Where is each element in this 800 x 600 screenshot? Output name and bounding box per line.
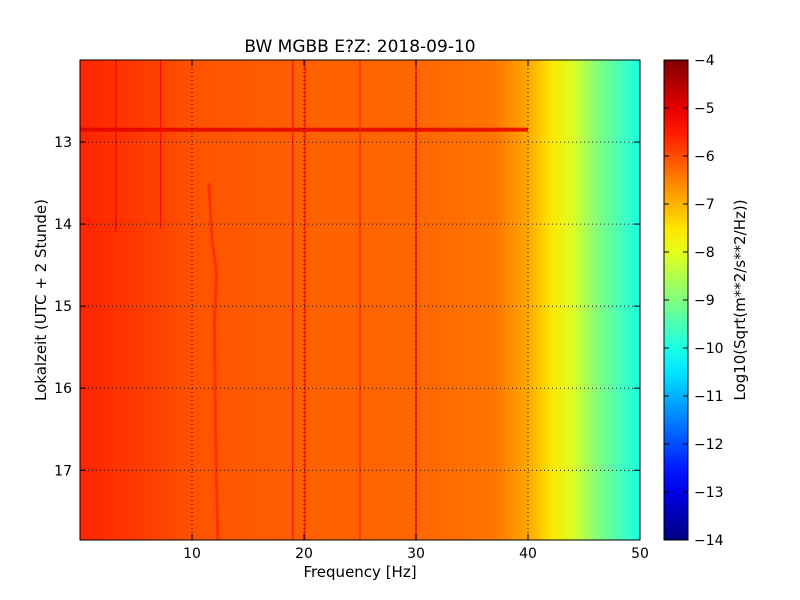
y-tick-label-0: 13 [54, 135, 72, 151]
y-tick-label-3: 16 [54, 381, 72, 397]
colorbar-tick-label-10: −14 [694, 533, 724, 549]
colorbar-tick-label-5: −9 [694, 293, 715, 309]
colorbar-tick-label-8: −12 [694, 437, 724, 453]
y-tick-label-4: 17 [54, 463, 72, 479]
colorbar-tick-label-4: −8 [694, 245, 715, 261]
colorbar-tick-label-7: −11 [694, 389, 724, 405]
plot-frame [79, 59, 641, 541]
x-tick-label-3: 40 [519, 546, 537, 562]
colorbar-tick-label-2: −6 [694, 149, 715, 165]
y-tick-label-2: 15 [54, 299, 72, 315]
drifting-line-7 [207, 183, 220, 540]
colorbar-tick-label-6: −10 [694, 341, 724, 357]
colorbar-tick-label-3: −7 [694, 197, 715, 213]
chart-title: BW MGBB E?Z: 2018-09-10 [244, 37, 475, 57]
y-axis-ticks: 13 14 15 16 17 [54, 135, 640, 479]
plot-area [80, 60, 640, 540]
colorbar-ticks: −4 −5 −6 −7 −8 −9 −10 −11 −12 −13 −14 [664, 53, 724, 549]
y-axis-label: Lokalzeit (UTC + 2 Stunde) [32, 199, 50, 401]
colorbar-tick-label-1: −5 [694, 101, 715, 117]
horizontal-band-0 [80, 127, 528, 132]
colorbar-label: Log10(Sqrt(m**2/s**2/Hz)) [731, 199, 749, 400]
x-tick-label-2: 30 [407, 546, 425, 562]
x-tick-label-0: 10 [183, 546, 201, 562]
x-tick-label-4: 50 [631, 546, 649, 562]
x-tick-label-1: 20 [295, 546, 313, 562]
y-tick-label-1: 14 [54, 217, 72, 233]
colorbar-tick-label-0: −4 [694, 53, 715, 69]
x-axis-label: Frequency [Hz] [303, 563, 416, 581]
x-axis-ticks: 10 20 30 40 50 [183, 60, 649, 562]
colorbar-tick-label-9: −13 [694, 485, 724, 501]
grid-lines [80, 60, 640, 540]
colorbar: −4 −5 −6 −7 −8 −9 −10 −11 −12 −13 −14 Log10(Sqrt(m… [663, 53, 749, 549]
